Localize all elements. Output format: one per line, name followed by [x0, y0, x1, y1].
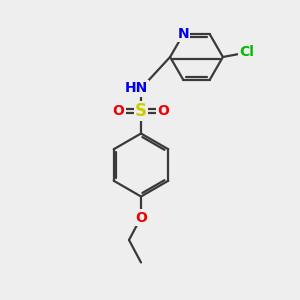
Text: N: N	[178, 27, 189, 41]
Text: S: S	[135, 102, 147, 120]
Text: O: O	[158, 104, 169, 118]
Text: O: O	[135, 211, 147, 224]
Text: HN: HN	[125, 82, 148, 95]
Text: O: O	[112, 104, 124, 118]
Text: Cl: Cl	[239, 46, 254, 59]
